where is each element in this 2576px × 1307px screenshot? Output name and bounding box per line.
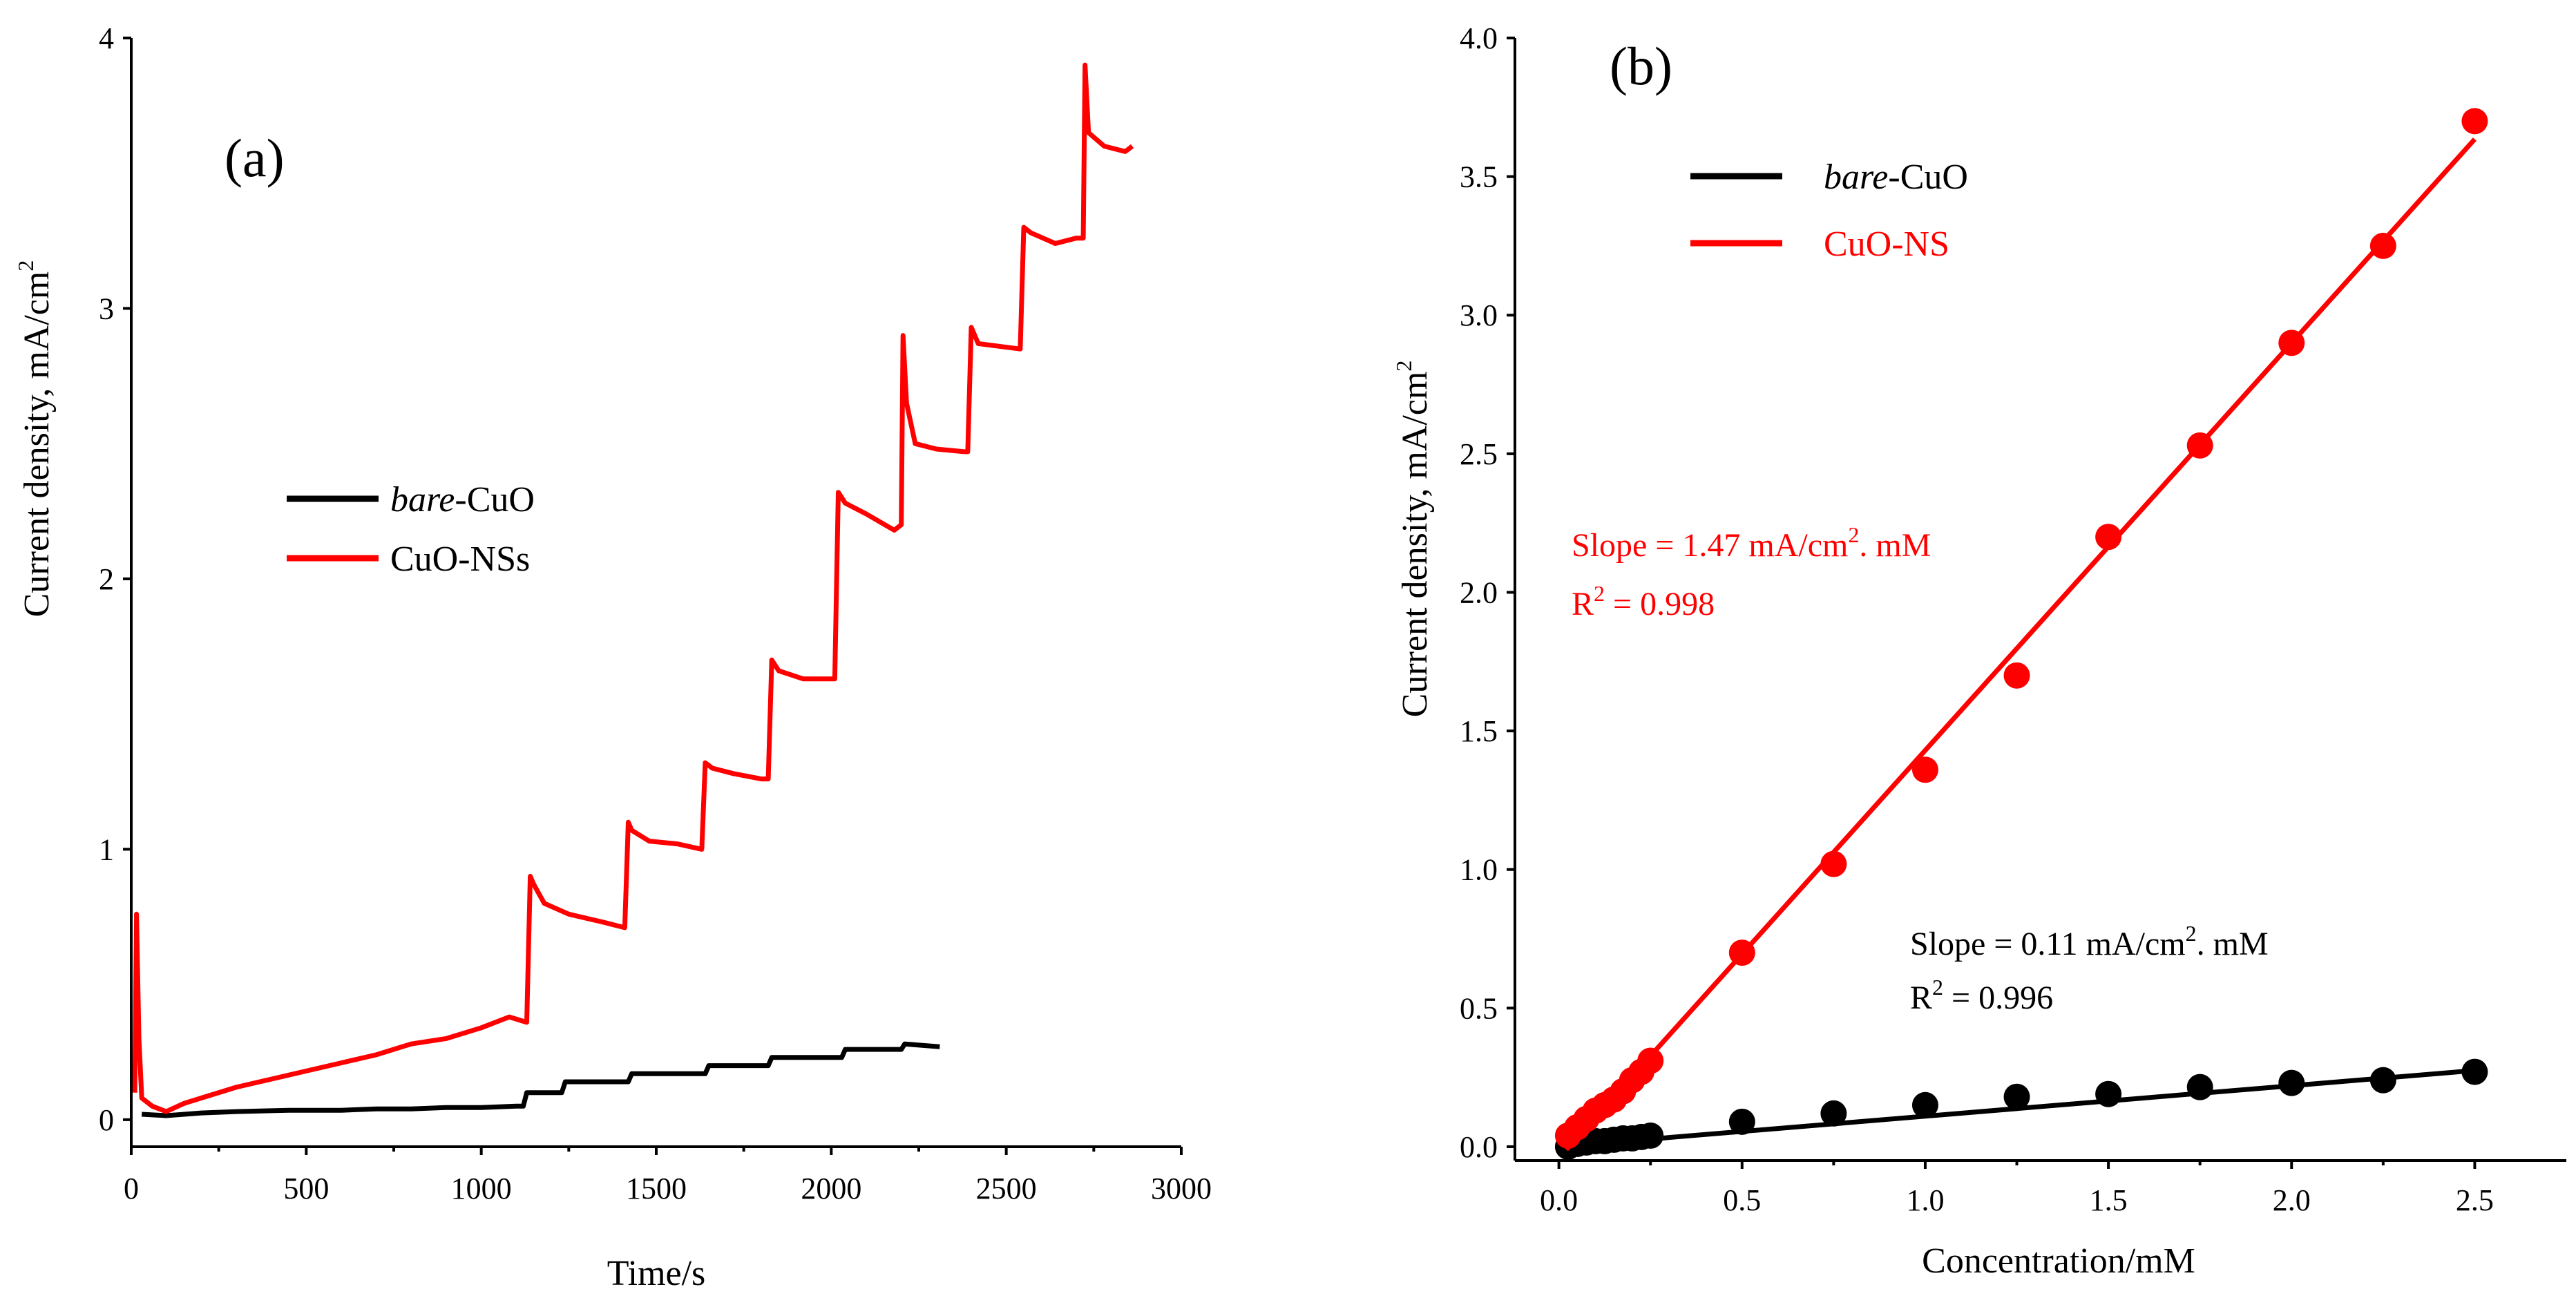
panel-a-legend: bare-CuO CuO-NSs xyxy=(287,480,535,579)
data-point-bare-cuo xyxy=(2278,1069,2305,1096)
panel-b-y-tick-label: 3.5 xyxy=(1460,160,1498,194)
panel-a-y-tick-label: 1 xyxy=(99,832,114,866)
panel-a-y-axis-title: Current density, mA/cm2 xyxy=(13,260,57,618)
panel-b-y-tick-label: 2.0 xyxy=(1460,575,1498,609)
data-point-bare-cuo xyxy=(1728,1108,1755,1135)
panel-b-annotation-ns-line1-sup: 2 xyxy=(1848,522,1859,547)
data-point-cuo-ns xyxy=(2186,432,2213,459)
panel-b-annotation-ns-line1-pre: Slope = 1.47 mA/cm xyxy=(1572,527,1848,564)
panel-b-y-ticks: 0.0 0.5 1.0 1.5 2.0 2.5 3.0 3.5 4.0 xyxy=(1460,21,1515,1164)
panel-b-y-tick-label: 3.0 xyxy=(1460,298,1498,332)
panel-a-y-tick-label: 0 xyxy=(99,1103,114,1137)
data-point-cuo-ns xyxy=(2095,524,2122,551)
panel-b-annotation-ns-line2-sup: 2 xyxy=(1594,581,1605,606)
panel-a-x-axis-title: Time/s xyxy=(607,1254,706,1293)
series-line-cuo-nss xyxy=(132,62,1134,1114)
panel-b-y-tick-label: 1.5 xyxy=(1460,714,1498,748)
panel-a-x-tick-label: 0 xyxy=(124,1172,139,1205)
panel-a-legend-label-bare-rest: -CuO xyxy=(455,480,535,519)
panel-b-annotation-ns-line1-post: . mM xyxy=(1859,527,1931,564)
data-point-bare-cuo xyxy=(1637,1122,1664,1149)
panel-b-x-tick-label: 2.5 xyxy=(2456,1183,2494,1217)
panel-b-x-tick-label: 0.0 xyxy=(1540,1183,1578,1217)
panel-a-label: (a) xyxy=(225,128,285,188)
panel-a-legend-label-bare: bare-CuO xyxy=(390,480,535,519)
panel-b-legend-label-bare: bare-CuO xyxy=(1824,158,1968,197)
panel-a-y-tick-label: 4 xyxy=(99,21,114,55)
panel-b-y-axis-title: Current density, mA/cm2 xyxy=(1391,361,1435,718)
data-point-cuo-ns xyxy=(2369,232,2396,259)
panel-a-y-ticks: 0 1 2 3 4 xyxy=(99,21,131,1137)
panel-b-annotation-bare: Slope = 0.11 mA/cm2. mM R2 = 0.996 xyxy=(1910,921,2269,1016)
panel-a-x-tick-label: 2500 xyxy=(976,1172,1037,1205)
panel-b-y-tick-label: 1.0 xyxy=(1460,853,1498,887)
panel-b-legend-label-bare-italic: bare xyxy=(1824,158,1888,197)
data-point-cuo-ns xyxy=(2461,108,2488,135)
panel-b-annotation-ns-line1: Slope = 1.47 mA/cm2. mM xyxy=(1572,522,1931,564)
panel-b-annotation-bare-line2: R2 = 0.996 xyxy=(1910,975,2053,1016)
panel-b-x-tick-label: 1.0 xyxy=(1906,1183,1944,1217)
panel-b-y-tick-label: 2.5 xyxy=(1460,437,1498,471)
panel-a-x-tick-label: 500 xyxy=(283,1172,329,1205)
panel-b-y-tick-label: 0.5 xyxy=(1460,991,1498,1025)
panel-b-annotation-bare-line1-post: . mM xyxy=(2197,926,2269,962)
panel-a-y-axis-title-sup: 2 xyxy=(13,260,38,271)
panel-b-x-tick-label: 0.5 xyxy=(1723,1183,1761,1217)
panel-a-y-tick-label: 2 xyxy=(99,562,114,596)
panel-b-label: (b) xyxy=(1610,36,1672,96)
panel-a-x-tick-label: 3000 xyxy=(1151,1172,1212,1205)
panel-b-y-axis-title-text: Current density, mA/cm xyxy=(1395,372,1435,718)
panel-b-annotation-bare-line1-pre: Slope = 0.11 mA/cm xyxy=(1910,926,2186,962)
panel-b-annotation-bare-line2-sup: 2 xyxy=(1932,975,1943,1000)
panel-a-legend-label-ns: CuO-NSs xyxy=(390,540,530,579)
panel-a-x-tick-label: 1500 xyxy=(626,1172,687,1205)
panel-a-legend-label-bare-italic: bare xyxy=(390,480,455,519)
panel-b-annotation-bare-line2-post: = 0.996 xyxy=(1943,980,2053,1016)
panel-b-annotation-ns-line2-post: = 0.998 xyxy=(1605,586,1715,622)
panel-a-x-ticks: 0 500 1000 1500 2000 2500 3000 xyxy=(124,1147,1212,1205)
panel-b-annotation-bare-line2-pre: R xyxy=(1910,980,1932,1016)
data-point-cuo-ns xyxy=(1911,756,1938,783)
fit-line-cuo-ns xyxy=(1564,137,2477,1152)
chart-panel-b: 0.0 0.5 1.0 1.5 2.0 2.5 3.0 3.5 4.0 0.0 0.5 1.0 1.5… xyxy=(1391,21,2566,1281)
panel-b-legend-label-bare-rest: -CuO xyxy=(1888,158,1968,197)
data-point-bare-cuo xyxy=(2003,1083,2030,1110)
data-point-bare-cuo xyxy=(1820,1100,1847,1127)
panel-b-annotation-ns: Slope = 1.47 mA/cm2. mM R2 = 0.998 xyxy=(1572,522,1931,622)
series-line-bare-cuo xyxy=(142,1041,940,1118)
panel-b-y-tick-label: 0.0 xyxy=(1460,1130,1498,1164)
panel-a-y-axis-title-text: Current density, mA/cm xyxy=(17,271,57,618)
panel-b-x-tick-label: 1.5 xyxy=(2090,1183,2128,1217)
panel-b-y-axis-title-sup: 2 xyxy=(1391,361,1416,372)
panel-b-y-tick-label: 4.0 xyxy=(1460,21,1498,55)
panel-b-annotation-bare-line1: Slope = 0.11 mA/cm2. mM xyxy=(1910,921,2269,962)
data-point-cuo-ns xyxy=(1820,850,1847,877)
chart-panel-a: 0 1 2 3 4 0 500 1000 1500 2000 2500 3000 (a) Time/… xyxy=(13,21,1212,1293)
panel-b-x-tick-label: 2.0 xyxy=(2273,1183,2311,1217)
panel-b-x-axis-title: Concentration/mM xyxy=(1922,1241,2195,1281)
data-point-cuo-ns xyxy=(2003,662,2030,689)
data-point-bare-cuo xyxy=(2095,1080,2122,1107)
panel-a-x-tick-label: 2000 xyxy=(801,1172,861,1205)
panel-b-x-ticks: 0.0 0.5 1.0 1.5 2.0 2.5 xyxy=(1540,1161,2494,1217)
panel-b-legend-label-ns: CuO-NS xyxy=(1824,225,1949,264)
data-point-cuo-ns xyxy=(2278,330,2305,356)
data-point-bare-cuo xyxy=(2369,1067,2396,1094)
data-point-cuo-ns xyxy=(1637,1047,1664,1074)
panel-b-annotation-bare-line1-sup: 2 xyxy=(2186,921,2197,946)
data-point-bare-cuo xyxy=(2186,1074,2213,1100)
panel-b-annotation-ns-line2: R2 = 0.998 xyxy=(1572,581,1715,622)
data-point-bare-cuo xyxy=(1911,1091,1938,1118)
panel-a-x-tick-label: 1000 xyxy=(451,1172,512,1205)
data-point-cuo-ns xyxy=(1728,939,1755,966)
panel-a-plot-area xyxy=(132,62,1134,1118)
data-point-bare-cuo xyxy=(2461,1058,2488,1085)
panel-b-plot-area xyxy=(1554,108,2488,1160)
panel-b-legend: bare-CuO CuO-NS xyxy=(1690,158,1968,264)
panel-a-y-tick-label: 3 xyxy=(99,292,114,325)
panel-b-annotation-ns-line2-pre: R xyxy=(1572,586,1594,622)
